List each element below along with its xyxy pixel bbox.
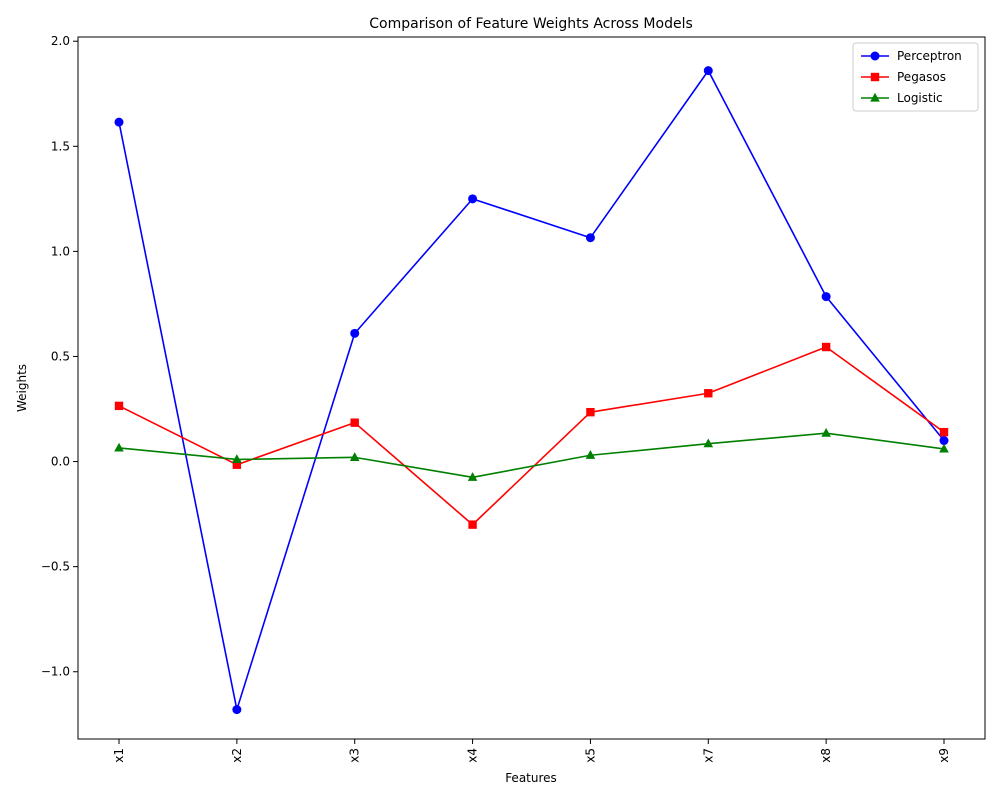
y-tick-label: −1.0 xyxy=(41,665,70,679)
x-tick-label: x4 xyxy=(466,748,480,763)
y-tick-label: 1.5 xyxy=(51,139,70,153)
data-point xyxy=(704,389,713,398)
data-point xyxy=(939,427,949,437)
y-tick-label: 0.0 xyxy=(51,455,70,469)
data-point xyxy=(939,443,949,453)
series-line xyxy=(118,69,945,711)
data-point xyxy=(703,66,713,76)
data-point xyxy=(114,117,124,127)
x-tick-label: x7 xyxy=(701,748,715,763)
x-tick-label: x9 xyxy=(937,748,951,763)
chart-title: Comparison of Feature Weights Across Mod… xyxy=(369,16,693,32)
data-point xyxy=(467,472,478,481)
data-point xyxy=(821,427,831,437)
x-tick-label: x5 xyxy=(583,748,597,763)
y-tick-label: −0.5 xyxy=(41,560,70,574)
data-point xyxy=(350,418,359,427)
data-point xyxy=(821,342,831,352)
data-point xyxy=(114,442,124,452)
legend-item-perceptron: Perceptron xyxy=(861,49,962,63)
data-point xyxy=(468,194,478,204)
data-point xyxy=(585,450,596,459)
axes: −1.0 −0.5 0.0 0.5 1.0 1.5 2.0 x1 x2 x3 x4 x5 x7 x8 x9 xyxy=(41,34,986,763)
x-tick-label: x1 xyxy=(112,748,126,763)
series-logistic xyxy=(114,427,949,481)
legend-marker xyxy=(870,72,880,82)
axes-frame xyxy=(77,36,986,740)
data-point xyxy=(349,452,360,461)
data-point xyxy=(585,233,595,243)
data-point xyxy=(939,436,949,446)
y-tick-label: 1.0 xyxy=(51,244,70,258)
legend-label: Pegasos xyxy=(897,70,946,84)
y-axis-label: Weights xyxy=(15,364,29,412)
data-point xyxy=(350,328,360,338)
x-tick-label: x3 xyxy=(348,748,362,763)
legend-box xyxy=(852,42,979,112)
legend-marker xyxy=(870,51,880,61)
y-tick-label: 0.5 xyxy=(51,349,70,363)
legend-label: Logistic xyxy=(897,91,943,105)
legend-label: Perceptron xyxy=(897,49,962,63)
series-perceptron xyxy=(114,66,949,715)
x-tick-label: x2 xyxy=(230,748,244,763)
legend-marker xyxy=(870,92,880,102)
data-point xyxy=(232,705,242,715)
plot-area xyxy=(114,66,949,715)
data-point xyxy=(586,407,595,417)
data-point xyxy=(114,401,124,411)
series-line xyxy=(118,432,945,479)
series-pegasos xyxy=(114,342,949,529)
data-point xyxy=(232,454,242,464)
data-point xyxy=(232,460,242,469)
x-axis-label: Features xyxy=(505,771,557,785)
data-point xyxy=(703,438,714,448)
data-point xyxy=(468,520,477,529)
series-line xyxy=(118,346,945,526)
legend-item-pegasos: Pegasos xyxy=(861,70,946,84)
legend: Perceptron Pegasos Logistic xyxy=(852,42,979,112)
data-point xyxy=(821,292,831,302)
legend-item-logistic: Logistic xyxy=(861,91,943,105)
y-tick-label: 2.0 xyxy=(51,34,70,48)
x-tick-label: x8 xyxy=(819,748,833,763)
